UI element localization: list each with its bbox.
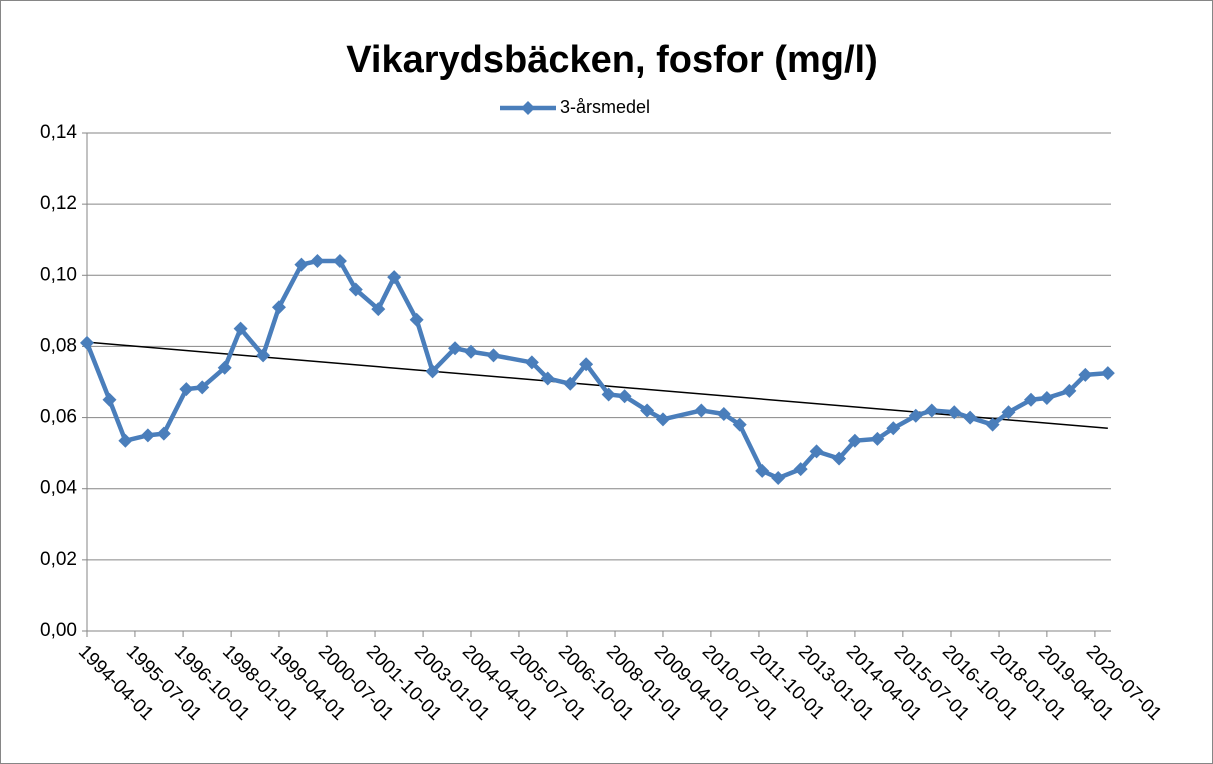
data-point xyxy=(102,392,117,407)
data-point xyxy=(256,348,271,363)
chart-title: Vikarydsbäcken, fosfor (mg/l) xyxy=(346,39,877,81)
y-tick-label: 0,12 xyxy=(40,193,77,214)
data-point xyxy=(809,444,824,459)
data-point xyxy=(832,451,847,466)
data-point xyxy=(1078,367,1093,382)
data-point xyxy=(464,344,479,359)
y-tick-label: 0,10 xyxy=(40,264,77,285)
data-point xyxy=(908,408,923,423)
trendline xyxy=(86,341,1108,429)
data-point xyxy=(387,270,402,285)
data-point xyxy=(486,348,501,363)
data-point xyxy=(524,355,539,370)
y-tick-label: 0,06 xyxy=(40,407,77,428)
data-point xyxy=(985,417,1000,432)
data-point xyxy=(310,254,325,269)
data-point xyxy=(118,433,133,448)
data-point xyxy=(771,471,786,486)
y-tick-label: 0,08 xyxy=(40,335,77,356)
data-point xyxy=(847,433,862,448)
y-tick-label: 0,04 xyxy=(40,478,77,499)
data-point xyxy=(694,403,709,418)
data-point xyxy=(870,431,885,446)
data-point xyxy=(233,321,248,336)
data-point xyxy=(179,382,194,397)
data-point xyxy=(1062,383,1077,398)
data-point xyxy=(195,380,210,395)
data-point xyxy=(348,282,363,297)
legend-label: 3-årsmedel xyxy=(560,97,650,117)
data-point xyxy=(80,335,94,350)
data-point xyxy=(886,421,901,436)
data-point xyxy=(156,426,171,441)
data-point xyxy=(755,463,770,478)
data-point xyxy=(371,302,386,317)
data-point xyxy=(579,357,594,372)
data-point xyxy=(716,407,731,422)
data-point xyxy=(963,410,978,425)
data-point xyxy=(655,412,670,427)
data-point xyxy=(140,428,155,443)
data-point xyxy=(271,300,286,315)
data-point xyxy=(947,405,962,420)
legend-marker xyxy=(521,101,535,115)
data-point xyxy=(294,257,309,272)
data-point xyxy=(601,387,616,402)
data-point xyxy=(1024,392,1039,407)
data-point xyxy=(1001,405,1016,420)
data-point xyxy=(1100,366,1115,381)
data-point xyxy=(332,254,347,269)
data-point xyxy=(409,312,424,327)
data-point xyxy=(425,364,440,379)
y-tick-label: 0,02 xyxy=(40,549,77,570)
data-point xyxy=(617,389,632,404)
y-tick-label: 0,00 xyxy=(40,620,77,641)
data-point xyxy=(640,403,655,418)
data-point xyxy=(540,371,555,386)
y-tick-label: 0,14 xyxy=(40,122,77,143)
data-point xyxy=(448,341,463,356)
data-point xyxy=(217,360,232,375)
data-point xyxy=(793,462,808,477)
data-point xyxy=(563,376,578,391)
data-point xyxy=(732,417,747,432)
series-line xyxy=(84,258,1109,481)
data-point xyxy=(924,403,939,418)
data-point xyxy=(1039,391,1054,406)
